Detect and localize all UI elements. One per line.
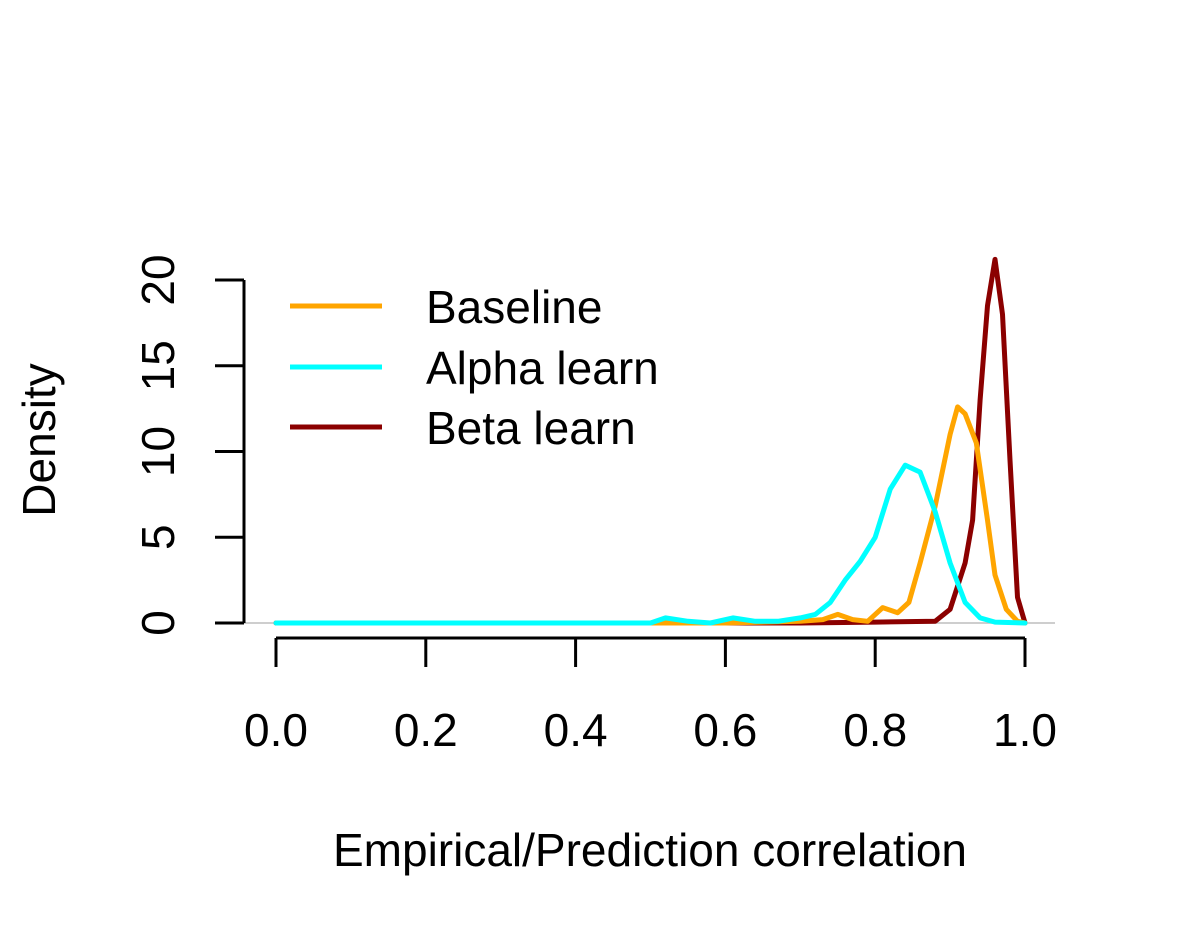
- y-tick-label: 15: [132, 340, 184, 391]
- series-layer: [273, 256, 1028, 626]
- legend-label: Beta learn: [426, 402, 636, 454]
- x-tick-label: 0.8: [843, 704, 907, 756]
- x-axis-label: Empirical/Prediction correlation: [333, 824, 967, 876]
- y-axis-label: Density: [13, 363, 65, 516]
- y-tick-label: 0: [132, 610, 184, 636]
- y-tick-label: 10: [132, 426, 184, 477]
- x-axis: 0.0 0.2 0.4 0.6 0.8 1.0: [244, 636, 1057, 756]
- series-line-alpha-learn: [273, 462, 1028, 626]
- x-tick-label: 0.0: [244, 704, 308, 756]
- y-axis: 0 5 10 15 20: [132, 254, 246, 636]
- legend: Baseline Alpha learn Beta learn: [290, 281, 659, 454]
- y-tick-label: 20: [132, 254, 184, 305]
- legend-label: Baseline: [426, 281, 602, 333]
- series-line-baseline: [273, 404, 1028, 626]
- x-tick-label: 1.0: [993, 704, 1057, 756]
- y-tick-label: 5: [132, 524, 184, 550]
- x-tick-label: 0.6: [693, 704, 757, 756]
- series-line-beta-learn: [273, 256, 1028, 626]
- x-tick-label: 0.4: [544, 704, 608, 756]
- x-tick-label: 0.2: [394, 704, 458, 756]
- legend-label: Alpha learn: [426, 342, 659, 394]
